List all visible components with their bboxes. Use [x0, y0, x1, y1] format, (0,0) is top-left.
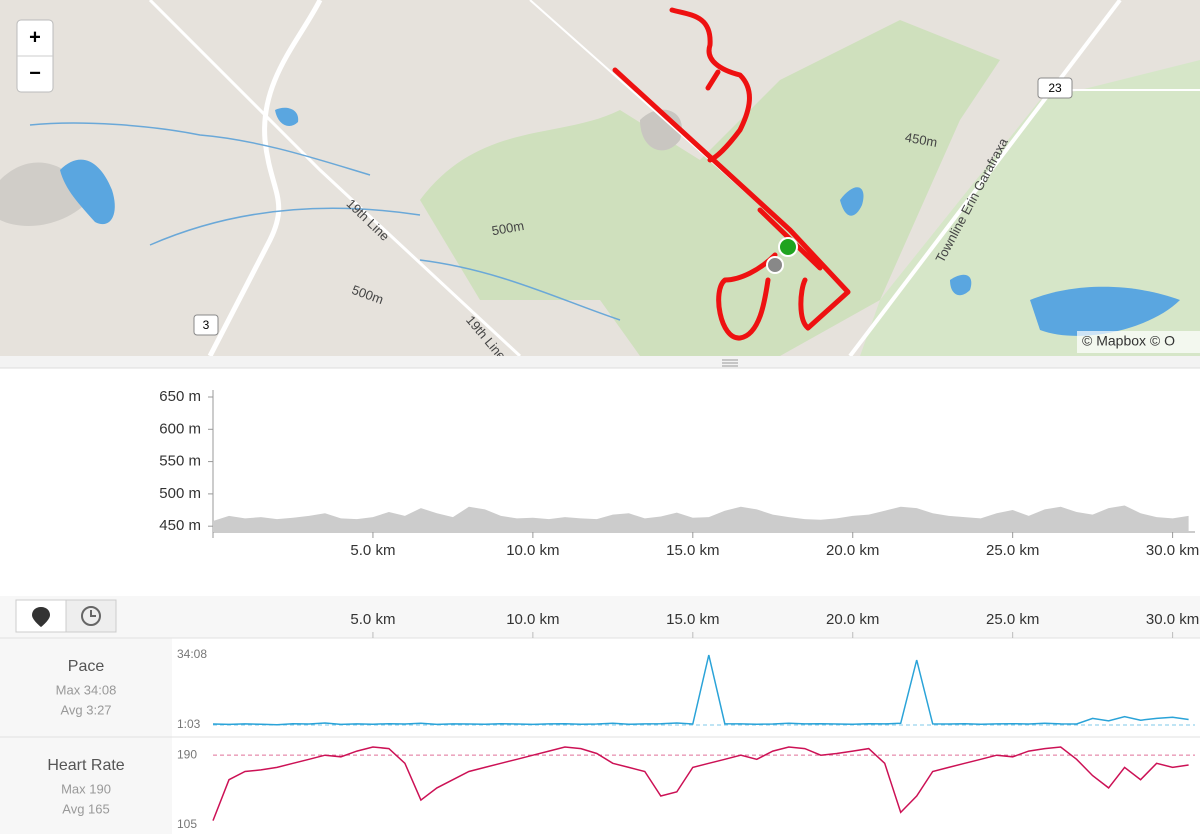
- x-tick-label: 5.0 km: [350, 542, 395, 559]
- contour-label: 500m: [491, 218, 526, 238]
- zoom-in-button[interactable]: +: [29, 26, 41, 48]
- y-tick-label: 190: [177, 747, 197, 761]
- toolbar: [0, 596, 1200, 638]
- lake: [60, 159, 115, 225]
- y-tick-label: 550 m: [159, 453, 201, 470]
- lake: [275, 107, 299, 126]
- x-tick-label: 15.0 km: [666, 542, 719, 559]
- route-shield: [1037, 77, 1073, 99]
- route-number: 3: [203, 318, 210, 332]
- y-tick-label: 34:08: [177, 647, 207, 661]
- map[interactable]: 23 3 19th Line 19th Line 500m 500m 450m …: [0, 0, 1200, 363]
- stream-title: Heart Rate: [47, 757, 124, 774]
- attribution[interactable]: © Mapbox © O: [1082, 333, 1175, 349]
- x-tick-label: 20.0 km: [826, 611, 879, 628]
- contour-label: 450m: [904, 130, 939, 150]
- stream: [29, 122, 621, 321]
- wetland: [860, 60, 1200, 356]
- route-shield: [193, 314, 219, 336]
- stream-avg: Avg 165: [62, 801, 109, 816]
- x-tick-label: 5.0 km: [350, 611, 395, 628]
- road: [148, 0, 522, 358]
- lake: [950, 274, 972, 296]
- y-tick-label: 600 m: [159, 420, 201, 437]
- road: [848, 0, 1122, 358]
- stream-max: Max 190: [61, 781, 111, 796]
- clock-hands: [90, 610, 96, 617]
- stream-line: [212, 746, 1189, 821]
- pin-icon: [32, 607, 50, 627]
- stream-labels: [0, 638, 172, 834]
- resize-handle[interactable]: [722, 359, 738, 367]
- lake: [1030, 286, 1180, 336]
- road: [207, 0, 323, 358]
- y-tick-label: 500 m: [159, 485, 201, 502]
- y-tick-label: 105: [177, 817, 197, 831]
- stream-line: [212, 654, 1189, 726]
- y-tick-label: 650 m: [159, 388, 201, 405]
- x-tick-label: 20.0 km: [826, 542, 879, 559]
- route: [612, 7, 851, 341]
- zoom-out-button[interactable]: −: [29, 62, 41, 84]
- stream-title: Pace: [68, 658, 105, 675]
- stream-avg: Avg 3:27: [60, 702, 111, 717]
- route-number: 23: [1048, 81, 1062, 95]
- clock-icon: [81, 606, 101, 626]
- x-tick-label: 25.0 km: [986, 542, 1039, 559]
- y-tick-label: 1:03: [177, 717, 201, 731]
- elevation-area: [213, 505, 1189, 532]
- x-tick-label: 30.0 km: [1146, 542, 1199, 559]
- y-tick-label: 450 m: [159, 517, 201, 534]
- x-tick-label: 10.0 km: [506, 611, 559, 628]
- x-tick-label: 25.0 km: [986, 611, 1039, 628]
- stream-max: Max 34:08: [56, 682, 117, 697]
- x-tick-label: 30.0 km: [1146, 611, 1199, 628]
- x-tick-label: 15.0 km: [666, 611, 719, 628]
- attribution-box: [1077, 331, 1200, 353]
- start-marker: [778, 237, 798, 257]
- park: [420, 20, 1000, 356]
- resize-bar[interactable]: [0, 356, 1200, 368]
- lake: [840, 187, 864, 216]
- finish-marker: [766, 256, 784, 274]
- x-tick-label: 10.0 km: [506, 542, 559, 559]
